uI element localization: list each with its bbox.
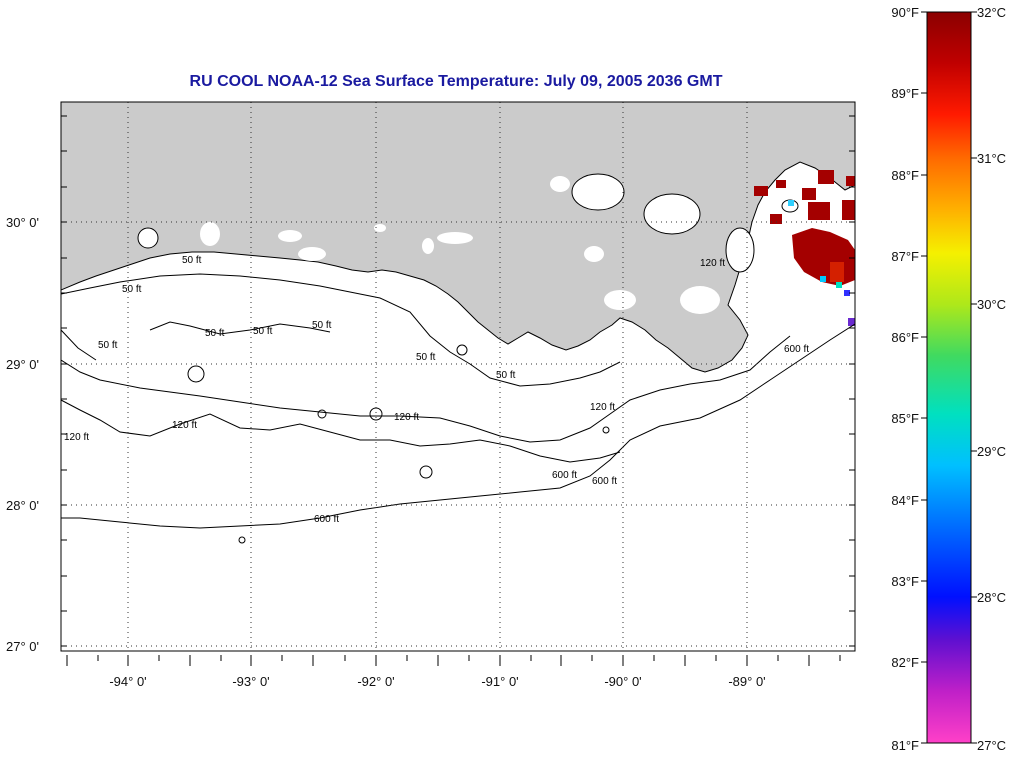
contour-label: 120 ft bbox=[700, 258, 725, 269]
longitude-label: -94° 0' bbox=[109, 674, 146, 689]
colorbar-ticks bbox=[921, 11, 977, 744]
contour-label: 50 ft bbox=[253, 326, 273, 337]
longitude-label: -89° 0' bbox=[728, 674, 765, 689]
longitude-labels: -94° 0' -93° 0' -92° 0' -91° 0' -90° 0' … bbox=[109, 674, 765, 689]
depth-contours bbox=[61, 273, 855, 544]
fahrenheit-label: 85°F bbox=[891, 411, 919, 426]
fahrenheit-label: 81°F bbox=[891, 738, 919, 753]
fahrenheit-label: 87°F bbox=[891, 249, 919, 264]
fahrenheit-label: 89°F bbox=[891, 86, 919, 101]
latitude-label: 27° 0' bbox=[6, 639, 39, 654]
contour-label: 120 ft bbox=[172, 420, 197, 431]
contour-label: 50 ft bbox=[182, 255, 202, 266]
longitude-label: -90° 0' bbox=[604, 674, 641, 689]
temperature-colorbar: 90°F 89°F 88°F 87°F 86°F 85°F 84°F 83°F … bbox=[891, 5, 1006, 753]
fahrenheit-label: 88°F bbox=[891, 168, 919, 183]
contour-label: 50 ft bbox=[205, 328, 225, 339]
celsius-label: 29°C bbox=[977, 444, 1006, 459]
contour-120ft bbox=[61, 335, 791, 443]
longitude-label: -93° 0' bbox=[232, 674, 269, 689]
celsius-label: 30°C bbox=[977, 297, 1006, 312]
longitude-label: -92° 0' bbox=[357, 674, 394, 689]
sst-color-speckles bbox=[788, 200, 850, 296]
contour-label: 120 ft bbox=[394, 412, 419, 423]
contour-label: 600 ft bbox=[552, 470, 577, 481]
celsius-label: 32°C bbox=[977, 5, 1006, 20]
colorbar-gradient bbox=[926, 11, 972, 744]
contour-label: 50 ft bbox=[496, 370, 516, 381]
contour-label: 50 ft bbox=[98, 340, 118, 351]
contour-label: 600 ft bbox=[592, 476, 617, 487]
contour-label: 50 ft bbox=[312, 320, 332, 331]
warm-sst-patches bbox=[754, 170, 855, 326]
contour-label: 120 ft bbox=[590, 402, 615, 413]
contour-50ft bbox=[61, 273, 621, 387]
fahrenheit-label: 83°F bbox=[891, 574, 919, 589]
contour-label: 50 ft bbox=[416, 352, 436, 363]
map-area: 50 ft 50 ft 50 ft 50 ft 50 ft 50 ft 50 f… bbox=[61, 102, 855, 651]
latitude-label: 29° 0' bbox=[6, 357, 39, 372]
contour-label: 600 ft bbox=[314, 514, 339, 525]
tick-marks bbox=[61, 115, 855, 666]
fahrenheit-label: 82°F bbox=[891, 655, 919, 670]
inland-water bbox=[137, 173, 799, 314]
celsius-label: 31°C bbox=[977, 151, 1006, 166]
celsius-label: 28°C bbox=[977, 590, 1006, 605]
contour-label: 600 ft bbox=[784, 344, 809, 355]
contour-label: 120 ft bbox=[64, 432, 89, 443]
longitude-label: -91° 0' bbox=[481, 674, 518, 689]
contour-labels: 50 ft 50 ft 50 ft 50 ft 50 ft 50 ft 50 f… bbox=[64, 255, 809, 525]
latitude-label: 30° 0' bbox=[6, 215, 39, 230]
fahrenheit-label: 86°F bbox=[891, 330, 919, 345]
celsius-label: 27°C bbox=[977, 738, 1006, 753]
latitude-labels: 30° 0' 29° 0' 28° 0' 27° 0' bbox=[6, 215, 39, 654]
fahrenheit-label: 90°F bbox=[891, 5, 919, 20]
fahrenheit-label: 84°F bbox=[891, 493, 919, 508]
map-title: RU COOL NOAA-12 Sea Surface Temperature:… bbox=[190, 73, 723, 90]
latitude-label: 28° 0' bbox=[6, 498, 39, 513]
contour-600ft bbox=[61, 323, 855, 529]
map-frame bbox=[60, 101, 856, 652]
contour-label: 50 ft bbox=[122, 284, 142, 295]
